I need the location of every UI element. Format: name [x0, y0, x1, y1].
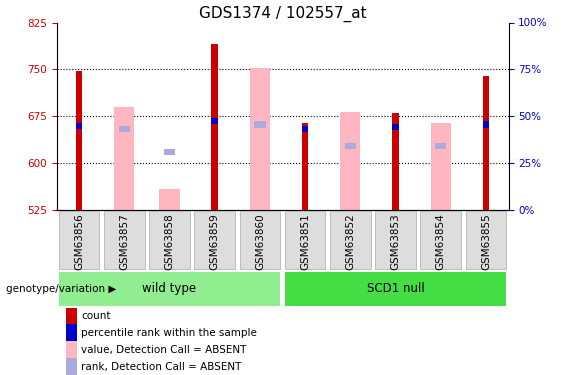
Bar — [211, 44, 218, 210]
Text: GSM63851: GSM63851 — [300, 213, 310, 270]
Bar — [211, 117, 218, 124]
Bar — [119, 126, 130, 132]
FancyBboxPatch shape — [466, 211, 506, 269]
Bar — [340, 112, 360, 210]
FancyBboxPatch shape — [330, 211, 371, 269]
FancyBboxPatch shape — [104, 211, 145, 269]
FancyBboxPatch shape — [59, 272, 280, 306]
Text: value, Detection Call = ABSENT: value, Detection Call = ABSENT — [81, 345, 247, 355]
FancyBboxPatch shape — [375, 211, 416, 269]
Text: GSM63857: GSM63857 — [119, 213, 129, 270]
Text: GSM63856: GSM63856 — [74, 213, 84, 270]
Bar — [159, 189, 180, 210]
FancyBboxPatch shape — [59, 211, 99, 269]
Text: wild type: wild type — [142, 282, 197, 295]
Bar — [76, 123, 82, 129]
Text: GSM63859: GSM63859 — [210, 213, 220, 270]
Text: GSM63860: GSM63860 — [255, 213, 265, 270]
Text: GSM63853: GSM63853 — [390, 213, 401, 270]
Title: GDS1374 / 102557_at: GDS1374 / 102557_at — [199, 6, 366, 22]
Bar — [392, 124, 399, 130]
FancyBboxPatch shape — [285, 272, 506, 306]
Bar — [431, 123, 451, 210]
Bar — [345, 142, 356, 149]
FancyBboxPatch shape — [285, 211, 325, 269]
Text: rank, Detection Call = ABSENT: rank, Detection Call = ABSENT — [81, 362, 242, 372]
Bar — [254, 121, 266, 128]
Text: percentile rank within the sample: percentile rank within the sample — [81, 328, 257, 338]
Bar — [164, 149, 175, 155]
Bar — [66, 324, 77, 341]
Text: count: count — [81, 311, 111, 321]
Bar — [392, 113, 399, 210]
Text: SCD1 null: SCD1 null — [367, 282, 424, 295]
Bar — [66, 307, 77, 324]
FancyBboxPatch shape — [240, 211, 280, 269]
Bar — [483, 76, 489, 210]
Bar — [483, 121, 489, 128]
Bar — [250, 68, 270, 210]
Text: GSM63858: GSM63858 — [164, 213, 175, 270]
Bar — [66, 341, 77, 358]
Bar — [302, 123, 308, 210]
FancyBboxPatch shape — [194, 211, 235, 269]
FancyBboxPatch shape — [420, 211, 461, 269]
Bar — [302, 126, 308, 132]
Bar — [66, 358, 77, 375]
Bar — [114, 107, 134, 210]
Bar — [76, 71, 82, 210]
Bar — [435, 142, 446, 149]
FancyBboxPatch shape — [149, 211, 190, 269]
Text: GSM63854: GSM63854 — [436, 213, 446, 270]
Text: GSM63852: GSM63852 — [345, 213, 355, 270]
Text: GSM63855: GSM63855 — [481, 213, 491, 270]
Text: genotype/variation ▶: genotype/variation ▶ — [6, 284, 116, 294]
